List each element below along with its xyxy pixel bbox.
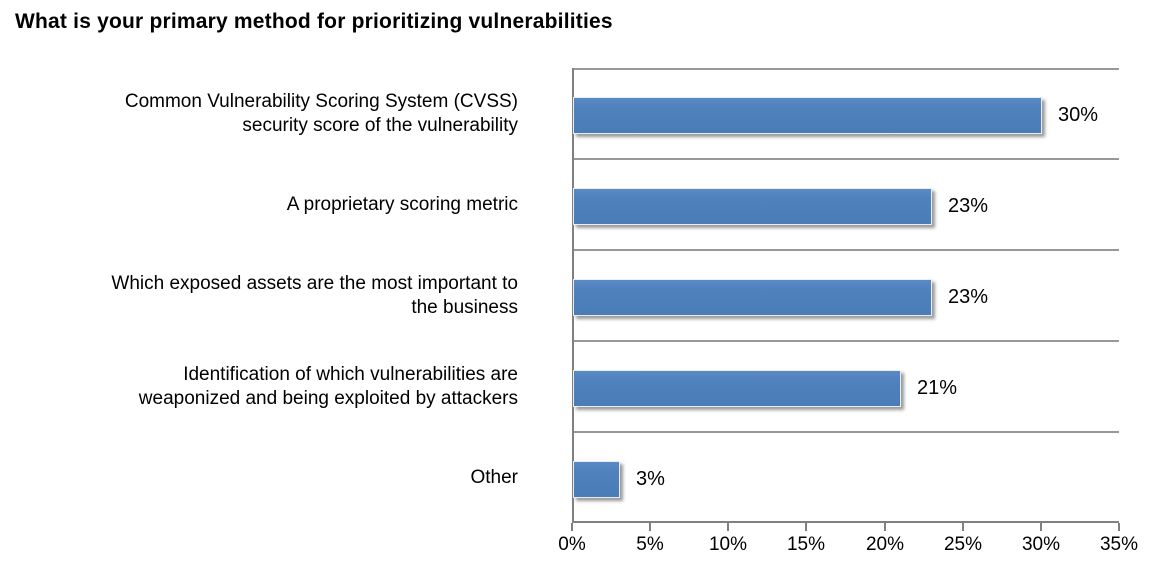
x-axis-line bbox=[572, 521, 1119, 523]
bar-proprietary-metric bbox=[573, 188, 932, 225]
value-label: 23% bbox=[948, 195, 989, 217]
axis-tick bbox=[1040, 523, 1042, 531]
bar-cvss bbox=[573, 97, 1042, 134]
bar-weaponized bbox=[573, 370, 901, 407]
gridline bbox=[572, 340, 1119, 342]
plot-area: 30% 23% 23% 21% 3% 0% 5% 10% 15% 20% 25%… bbox=[558, 68, 1138, 555]
chart-title: What is your primary method for prioriti… bbox=[15, 10, 613, 33]
category-label: A proprietary scoring metric bbox=[286, 193, 518, 215]
x-tick-label: 35% bbox=[1099, 534, 1139, 555]
bar-exposed-assets bbox=[573, 279, 932, 316]
axis-tick bbox=[649, 523, 651, 531]
category-label: Which exposed assets are the most import… bbox=[111, 272, 518, 318]
x-tick-label: 15% bbox=[786, 534, 826, 555]
x-tick-label: 30% bbox=[1021, 534, 1061, 555]
axis-tick bbox=[884, 523, 886, 531]
category-label: Identification of which vulnerabilities … bbox=[138, 363, 518, 409]
x-tick-label: 0% bbox=[558, 534, 586, 555]
axis-tick bbox=[805, 523, 807, 531]
gridline bbox=[572, 431, 1119, 433]
x-tick-label: 25% bbox=[943, 534, 983, 555]
axis-tick bbox=[727, 523, 729, 531]
axis-tick bbox=[571, 523, 573, 531]
x-tick-label: 20% bbox=[865, 534, 905, 555]
value-label: 23% bbox=[948, 286, 989, 308]
bar-other bbox=[573, 461, 620, 498]
gridline bbox=[572, 249, 1119, 251]
value-label: 3% bbox=[636, 468, 665, 490]
category-label: Common Vulnerability Scoring System (CVS… bbox=[124, 90, 518, 136]
category-axis: Common Vulnerability Scoring System (CVS… bbox=[0, 68, 572, 523]
value-label: 30% bbox=[1058, 104, 1099, 126]
gridline bbox=[572, 68, 1119, 70]
x-tick-label: 10% bbox=[708, 534, 748, 555]
x-tick-label: 5% bbox=[636, 534, 664, 555]
category-label: Other bbox=[470, 466, 518, 488]
gridline bbox=[572, 158, 1119, 160]
value-label: 21% bbox=[917, 377, 958, 399]
axis-tick bbox=[962, 523, 964, 531]
axis-tick bbox=[1118, 523, 1120, 531]
